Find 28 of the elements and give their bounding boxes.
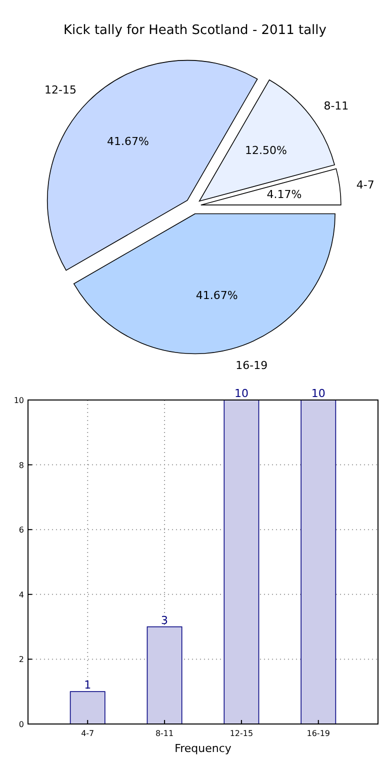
bar — [146, 626, 182, 724]
data-label: 41.67% — [196, 288, 238, 302]
x-tick-label: 12-15 — [230, 729, 254, 738]
data-label: 4.17% — [266, 188, 302, 201]
bar — [224, 400, 260, 724]
x-tick-label: 8-11 — [155, 729, 174, 738]
data-label: 12.50% — [245, 144, 287, 157]
slice-label: 8-11 — [324, 100, 349, 113]
bar — [70, 691, 106, 724]
data-label: 10 — [234, 387, 248, 400]
slice-label: 12-15 — [44, 83, 76, 96]
x-tick-label: 4-7 — [81, 729, 94, 738]
data-label: 10 — [311, 387, 326, 400]
y-tick-label: 10 — [14, 396, 24, 405]
x-axis-title: Frequency — [174, 742, 232, 755]
y-tick-label: 0 — [18, 720, 24, 729]
bar — [300, 400, 336, 724]
x-tick-label: 16-19 — [306, 729, 330, 738]
data-label: 41.67% — [106, 134, 149, 148]
data-label: 1 — [84, 678, 92, 692]
y-tick-label: 6 — [18, 526, 24, 535]
chart-title: Kick tally for Heath Scotland - 2011 tally — [64, 23, 327, 38]
slice-label: 16-19 — [236, 359, 268, 372]
y-tick-label: 4 — [18, 590, 24, 600]
slice-label: 4-7 — [356, 178, 374, 192]
data-label: 3 — [161, 614, 168, 627]
y-tick-label: 8 — [18, 460, 24, 470]
y-tick-label: 2 — [18, 655, 24, 664]
